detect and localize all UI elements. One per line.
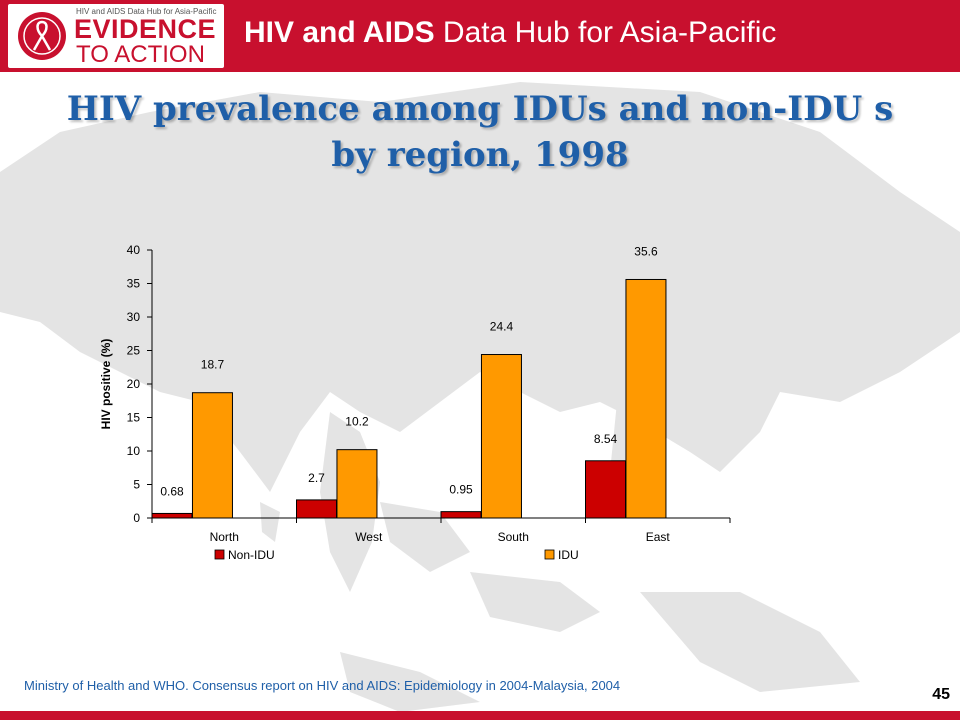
data-label-non-idu-south: 0.95 (449, 483, 473, 497)
legend-label-non-idu: Non-IDU (228, 548, 275, 562)
x-category-label: East (646, 530, 671, 544)
legend-swatch-idu (544, 549, 555, 560)
x-category-label: South (498, 530, 529, 544)
header-bar: HIV and AIDS Data Hub for Asia-Pacific E… (0, 0, 960, 72)
hub-title-rest: Data Hub for Asia-Pacific (434, 16, 777, 49)
bar-idu-west (336, 449, 378, 519)
logo-line-to-action: TO ACTION (76, 41, 205, 68)
x-category-label: North (210, 530, 239, 544)
bar-idu-south (480, 354, 522, 519)
y-axis-label: HIV positive (%) (99, 339, 113, 430)
bar-non-idu-north (151, 512, 193, 519)
hub-title-bold: HIV and AIDS (244, 16, 435, 49)
slide-title-line-2: by region, 1998 (331, 135, 629, 175)
x-category-label: West (355, 530, 383, 544)
y-tick-label: 30 (127, 310, 141, 324)
slide-title: HIV prevalence among IDUs and non-IDU s … (20, 86, 940, 178)
data-label-non-idu-north: 0.68 (160, 484, 184, 498)
hub-title: HIV and AIDS Data Hub for Asia-Pacific (244, 16, 776, 50)
evidence-to-action-logo[interactable]: HIV and AIDS Data Hub for Asia-Pacific E… (8, 4, 224, 68)
logo-line-evidence: EVIDENCE (74, 14, 217, 44)
logo-small-text: HIV and AIDS Data Hub for Asia-Pacific (76, 7, 217, 16)
un-ribbon-emblem-icon (18, 12, 66, 60)
y-tick-label: 5 (133, 478, 140, 492)
bar-non-idu-south (440, 511, 482, 519)
bottom-bar (0, 711, 960, 720)
page-number: 45 (932, 686, 950, 703)
y-tick-label: 20 (127, 377, 141, 391)
slide-title-line-1: HIV prevalence among IDUs and non-IDU s (66, 89, 894, 129)
bar-non-idu-east (585, 460, 626, 519)
y-tick-label: 35 (127, 277, 141, 291)
legend-swatch-non-idu (214, 549, 225, 560)
bar-idu-north (191, 392, 233, 519)
y-tick-label: 40 (127, 243, 141, 257)
data-label-idu-west: 10.2 (345, 415, 369, 429)
source-citation: Ministry of Health and WHO. Consensus re… (24, 678, 621, 693)
y-tick-label: 15 (127, 411, 141, 425)
data-label-idu-south: 24.4 (490, 320, 514, 334)
bar-non-idu-west (296, 499, 337, 519)
legend-label-idu: IDU (558, 548, 579, 562)
y-tick-label: 0 (133, 511, 140, 525)
data-label-non-idu-east: 8.54 (594, 432, 618, 446)
y-tick-label: 10 (127, 444, 141, 458)
y-tick-label: 25 (127, 344, 141, 358)
data-label-idu-north: 18.7 (201, 358, 225, 372)
data-label-non-idu-west: 2.7 (308, 471, 325, 485)
data-label-idu-east: 35.6 (634, 244, 658, 258)
asia-map-background (0, 72, 960, 720)
bar-idu-east (625, 278, 667, 519)
